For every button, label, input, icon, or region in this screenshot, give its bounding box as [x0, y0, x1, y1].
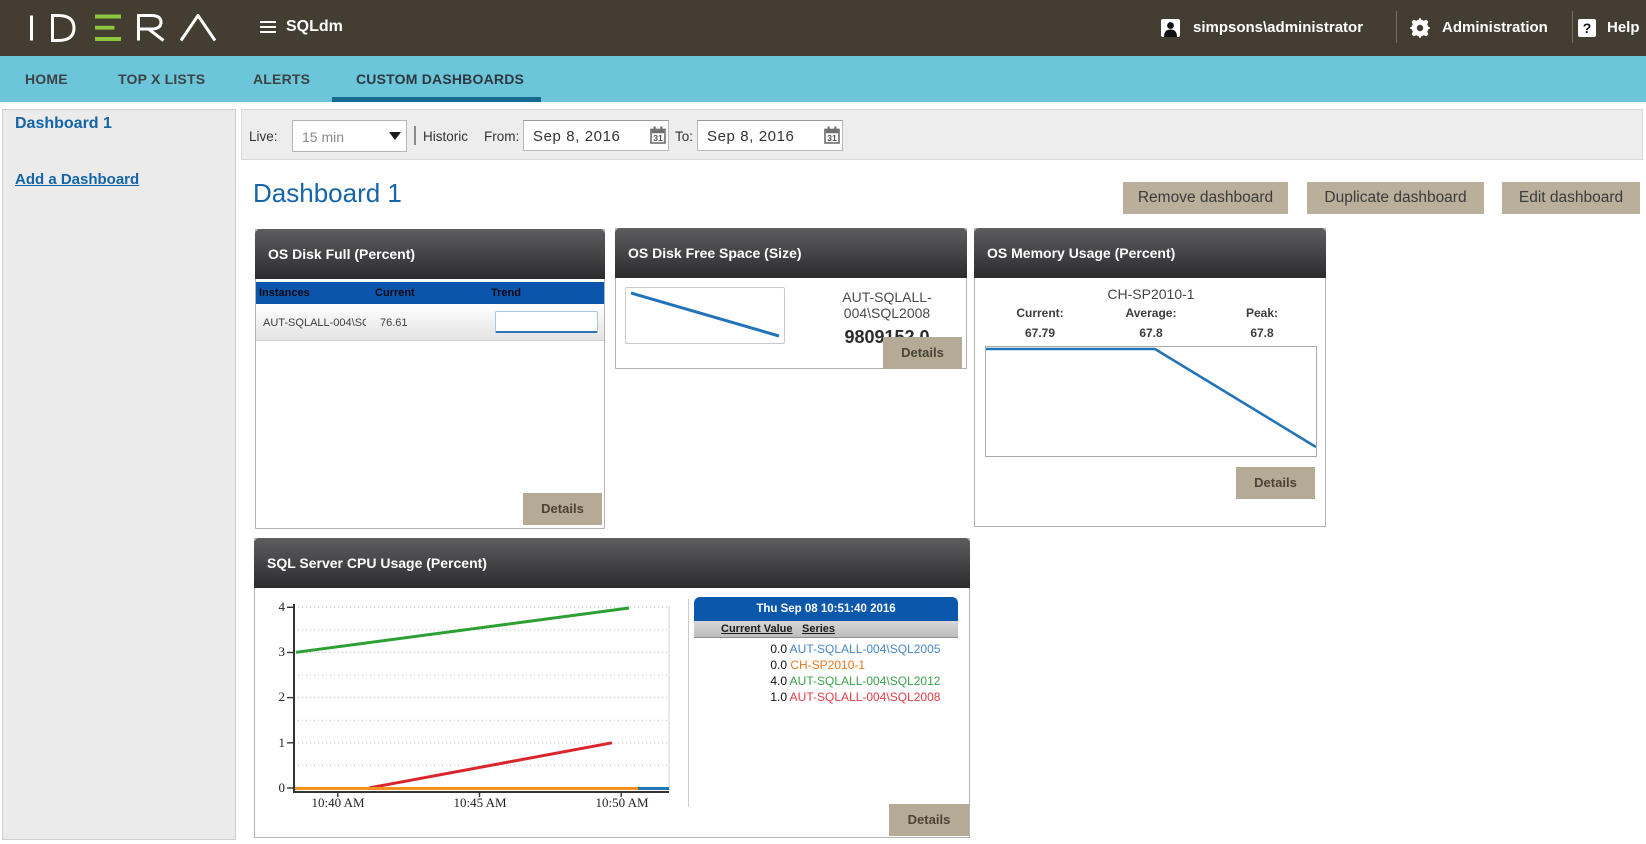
svg-text:31: 31 [827, 133, 837, 143]
svg-text:31: 31 [653, 133, 663, 143]
